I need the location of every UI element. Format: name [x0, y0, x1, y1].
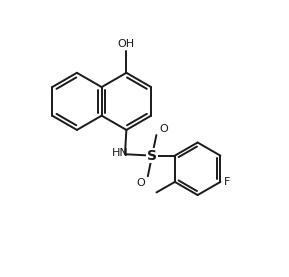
Text: S: S	[147, 149, 157, 163]
Text: OH: OH	[118, 39, 135, 49]
Text: HN: HN	[112, 148, 129, 158]
Text: O: O	[159, 124, 168, 134]
Text: F: F	[224, 177, 230, 187]
Text: O: O	[136, 178, 145, 188]
